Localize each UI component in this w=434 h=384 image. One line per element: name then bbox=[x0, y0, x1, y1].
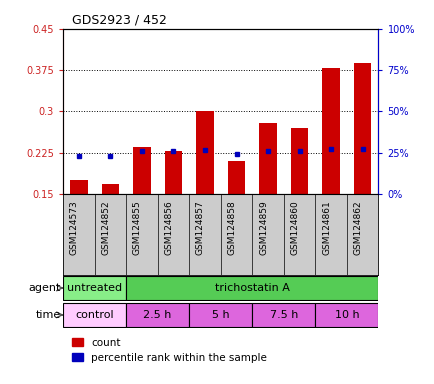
Bar bbox=[196, 111, 213, 194]
Text: GSM124852: GSM124852 bbox=[101, 200, 110, 255]
Bar bbox=[189, 303, 252, 327]
Text: GSM124860: GSM124860 bbox=[290, 200, 299, 255]
Legend: count, percentile rank within the sample: count, percentile rank within the sample bbox=[68, 334, 271, 367]
Bar bbox=[227, 161, 245, 194]
Text: GSM124858: GSM124858 bbox=[227, 200, 236, 255]
Bar bbox=[322, 68, 339, 194]
Bar bbox=[290, 128, 308, 194]
Text: time: time bbox=[36, 310, 61, 320]
Text: 2.5 h: 2.5 h bbox=[143, 310, 171, 320]
Text: 7.5 h: 7.5 h bbox=[269, 310, 297, 320]
Text: 5 h: 5 h bbox=[211, 310, 229, 320]
Bar bbox=[353, 63, 371, 194]
Text: control: control bbox=[75, 310, 114, 320]
Bar bbox=[102, 184, 119, 194]
Text: trichostatin A: trichostatin A bbox=[214, 283, 289, 293]
Bar bbox=[252, 303, 315, 327]
Bar bbox=[63, 303, 126, 327]
Bar bbox=[164, 151, 182, 194]
Bar bbox=[126, 303, 189, 327]
Text: GSM124859: GSM124859 bbox=[259, 200, 267, 255]
Text: agent: agent bbox=[29, 283, 61, 293]
Text: GSM124861: GSM124861 bbox=[322, 200, 330, 255]
Text: 10 h: 10 h bbox=[334, 310, 358, 320]
Bar bbox=[133, 147, 150, 194]
Text: GDS2923 / 452: GDS2923 / 452 bbox=[72, 14, 166, 27]
Bar bbox=[63, 276, 126, 300]
Text: untreated: untreated bbox=[67, 283, 122, 293]
Text: GSM124856: GSM124856 bbox=[164, 200, 173, 255]
Bar bbox=[259, 124, 276, 194]
Bar bbox=[315, 303, 378, 327]
Text: GSM124855: GSM124855 bbox=[133, 200, 141, 255]
Text: GSM124862: GSM124862 bbox=[353, 200, 362, 255]
Text: GSM124857: GSM124857 bbox=[196, 200, 204, 255]
Bar bbox=[126, 276, 378, 300]
Text: GSM124573: GSM124573 bbox=[70, 200, 79, 255]
Bar bbox=[70, 180, 87, 194]
